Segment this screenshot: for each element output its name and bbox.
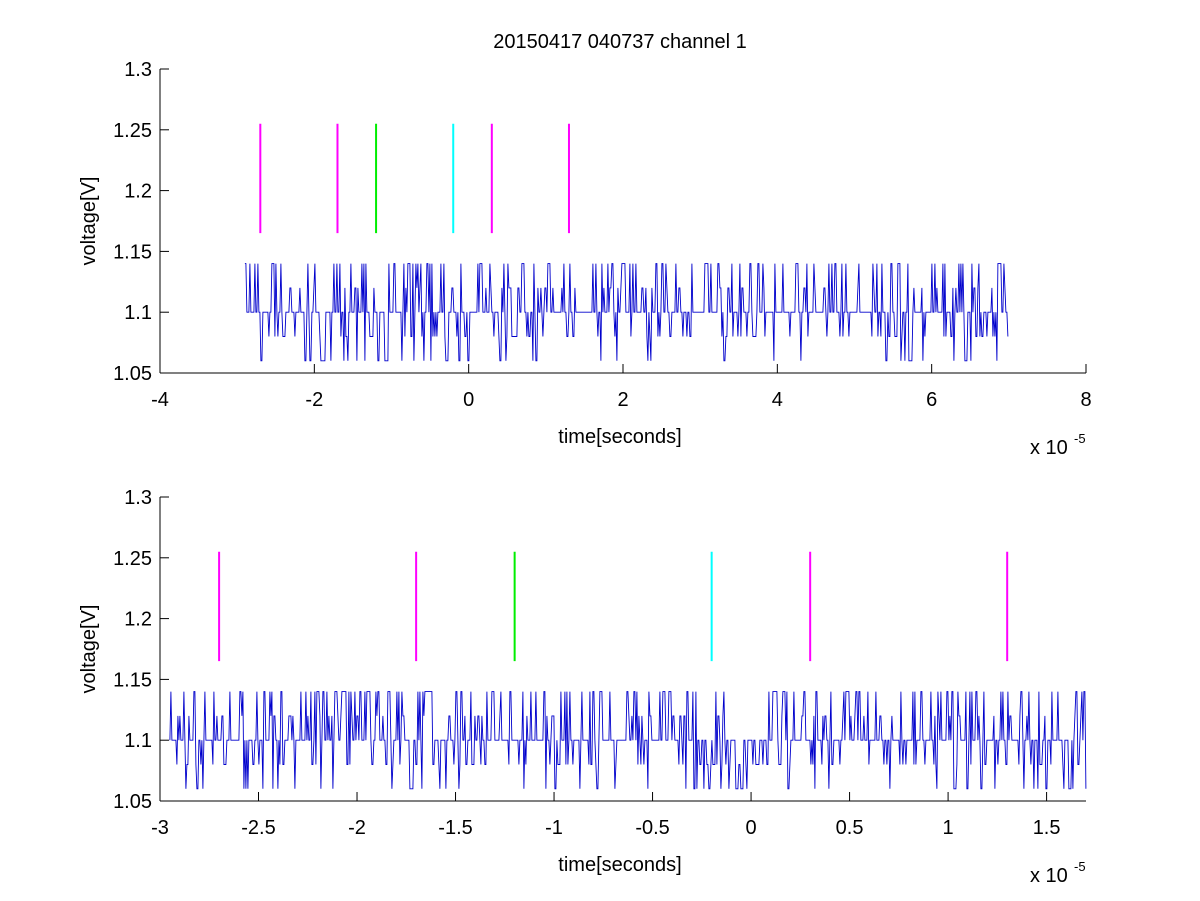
x-tick-label: -0.5	[635, 817, 669, 839]
y-tick-label: 1.2	[124, 181, 152, 203]
x-tick-label: 0.5	[836, 817, 864, 839]
signal-trace	[169, 691, 1087, 790]
x-tick-label: 1	[943, 817, 954, 839]
x-tick-label: -4	[151, 389, 169, 411]
x-tick-label: 8	[1080, 389, 1091, 411]
y-tick-label: 1.15	[113, 241, 152, 263]
x-exponent: -5	[1074, 859, 1086, 874]
figure-title: 20150417 040737 channel 1	[493, 31, 747, 53]
x-tick-label: 4	[772, 389, 783, 411]
x-tick-label: 6	[926, 389, 937, 411]
y-tick-label: 1.05	[113, 363, 152, 385]
y-tick-label: 1.15	[113, 669, 152, 691]
x-tick-label: -2	[348, 817, 366, 839]
signal-trace	[244, 263, 1009, 362]
y-tick-label: 1.25	[113, 120, 152, 142]
y-tick-label: 1.2	[124, 609, 152, 631]
x-tick-label: -1.5	[438, 817, 472, 839]
y-axis-label: voltage[V]	[78, 605, 100, 694]
top-plot: 1.05 1.1 1.15 1.2 1.25 1.3 -4 -2 0 2 4 6 8 time[secon…	[78, 59, 1092, 459]
x-axis-label: time[seconds]	[558, 854, 681, 876]
x-tick-label: 2	[617, 389, 628, 411]
x-tick-label: 0	[746, 817, 757, 839]
y-axis-label: voltage[V]	[78, 177, 100, 266]
y-tick-label: 1.3	[124, 59, 152, 81]
bottom-plot: 1.05 1.1 1.15 1.2 1.25 1.3 -3 -2.5 -2 -1.5 -1 -0.5 0…	[78, 487, 1087, 887]
x-tick-label: -2	[305, 389, 323, 411]
x-multiplier: x 10	[1030, 865, 1068, 887]
y-tick-label: 1.25	[113, 548, 152, 570]
x-tick-label: -2.5	[241, 817, 275, 839]
x-multiplier: x 10	[1030, 437, 1068, 459]
x-tick-label: -1	[545, 817, 563, 839]
x-exponent: -5	[1074, 431, 1086, 446]
x-tick-label: 1.5	[1033, 817, 1061, 839]
y-tick-label: 1.3	[124, 487, 152, 509]
y-tick-label: 1.1	[124, 730, 152, 752]
y-tick-label: 1.1	[124, 302, 152, 324]
x-axis-label: time[seconds]	[558, 426, 681, 448]
x-tick-label: 0	[463, 389, 474, 411]
x-tick-label: -3	[151, 817, 169, 839]
y-tick-label: 1.05	[113, 791, 152, 813]
